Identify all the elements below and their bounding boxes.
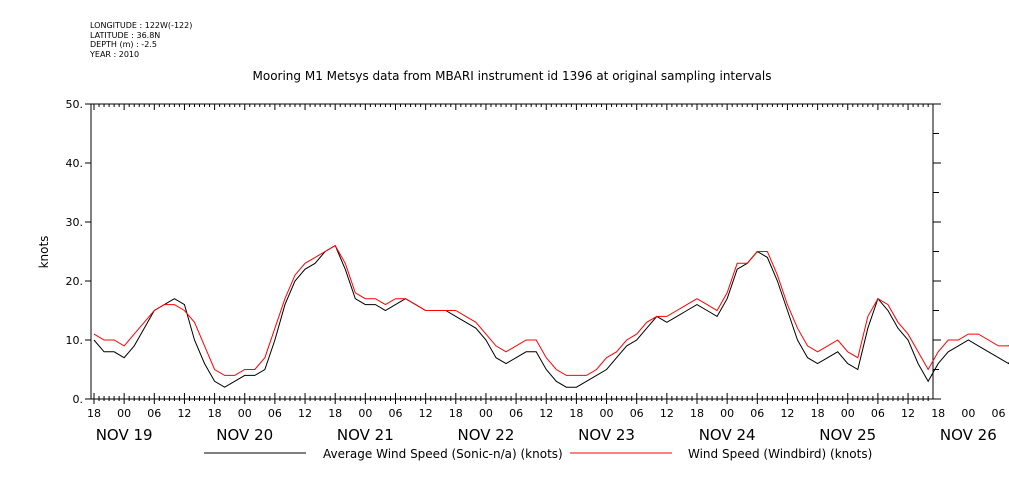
y-tick-label: 30. bbox=[66, 216, 84, 229]
x-day-label: NOV 20 bbox=[216, 426, 273, 444]
y-tick-label: 50. bbox=[66, 98, 84, 111]
x-hour-label: 12 bbox=[177, 407, 191, 420]
x-hour-label: 06 bbox=[630, 407, 644, 420]
legend: Average Wind Speed (Sonic-n/a) (knots) W… bbox=[204, 447, 872, 461]
x-hour-label: 12 bbox=[419, 407, 433, 420]
station-metadata: LONGITUDE : 122W(-122) LATITUDE : 36.8N … bbox=[90, 21, 192, 59]
x-hour-label: 12 bbox=[901, 407, 915, 420]
x-hour-label: 12 bbox=[298, 407, 312, 420]
plot-area bbox=[93, 244, 1009, 388]
x-hour-label: 06 bbox=[509, 407, 523, 420]
x-hour-label: 00 bbox=[841, 407, 855, 420]
x-hour-label: 18 bbox=[87, 407, 101, 420]
y-tick-label: 0. bbox=[73, 393, 84, 406]
y-tick-label: 10. bbox=[66, 334, 84, 347]
x-hour-label: 18 bbox=[328, 407, 342, 420]
x-hour-label: 18 bbox=[208, 407, 222, 420]
x-hour-label: 12 bbox=[780, 407, 794, 420]
x-hour-label: 00 bbox=[358, 407, 372, 420]
x-hour-label: 12 bbox=[660, 407, 674, 420]
x-day-label: NOV 19 bbox=[96, 426, 153, 444]
x-hour-label: 00 bbox=[238, 407, 252, 420]
x-hour-label: 00 bbox=[479, 407, 493, 420]
x-axis: 18 00 06 12 18 00 06 12 18 00 06 12 18 00 06 12 18 00 06 12… bbox=[87, 104, 1006, 444]
legend-label-sonic: Average Wind Speed (Sonic-n/a) (knots) bbox=[323, 447, 563, 461]
y-axis: 0. 10. 20. 30. 40. 50. bbox=[66, 98, 941, 406]
legend-label-windbird: Wind Speed (Windbird) (knots) bbox=[688, 447, 872, 461]
x-hour-label: 00 bbox=[961, 407, 975, 420]
x-hour-label: 18 bbox=[931, 407, 945, 420]
x-day-label: NOV 26 bbox=[940, 426, 997, 444]
x-hour-label: 18 bbox=[690, 407, 704, 420]
x-hour-label: 12 bbox=[539, 407, 553, 420]
longitude-label: LONGITUDE : 122W(-122) bbox=[90, 21, 193, 30]
x-hour-label: 06 bbox=[147, 407, 161, 420]
x-day-label: NOV 22 bbox=[458, 426, 515, 444]
year-label: YEAR : 2010 bbox=[90, 49, 140, 59]
latitude-label: LATITUDE : 36.8N bbox=[90, 30, 161, 40]
x-day-label: NOV 23 bbox=[578, 426, 635, 444]
x-hour-label: 06 bbox=[871, 407, 885, 420]
series-line-sonic bbox=[93, 244, 1009, 388]
x-hour-label: 00 bbox=[117, 407, 131, 420]
depth-label: DEPTH (m) : -2.5 bbox=[90, 40, 157, 49]
x-hour-label: 18 bbox=[449, 407, 463, 420]
y-axis-label: knots bbox=[37, 236, 51, 269]
y-tick-label: 40. bbox=[66, 157, 84, 170]
x-hour-label: 00 bbox=[720, 407, 734, 420]
x-hour-label: 06 bbox=[750, 407, 764, 420]
x-hour-label: 18 bbox=[811, 407, 825, 420]
y-tick-label: 20. bbox=[66, 275, 84, 288]
x-hour-label: 06 bbox=[268, 407, 282, 420]
x-day-label: NOV 24 bbox=[699, 426, 756, 444]
x-hour-label: 00 bbox=[600, 407, 614, 420]
series-line-windbird bbox=[93, 244, 1009, 376]
x-hour-label: 06 bbox=[992, 407, 1006, 420]
x-day-label: NOV 21 bbox=[337, 426, 394, 444]
plot-frame bbox=[90, 103, 934, 400]
chart-title: Mooring M1 Metsys data from MBARI instru… bbox=[253, 69, 772, 83]
x-hour-label: 18 bbox=[569, 407, 583, 420]
x-day-label: NOV 25 bbox=[819, 426, 876, 444]
x-hour-label: 06 bbox=[389, 407, 403, 420]
